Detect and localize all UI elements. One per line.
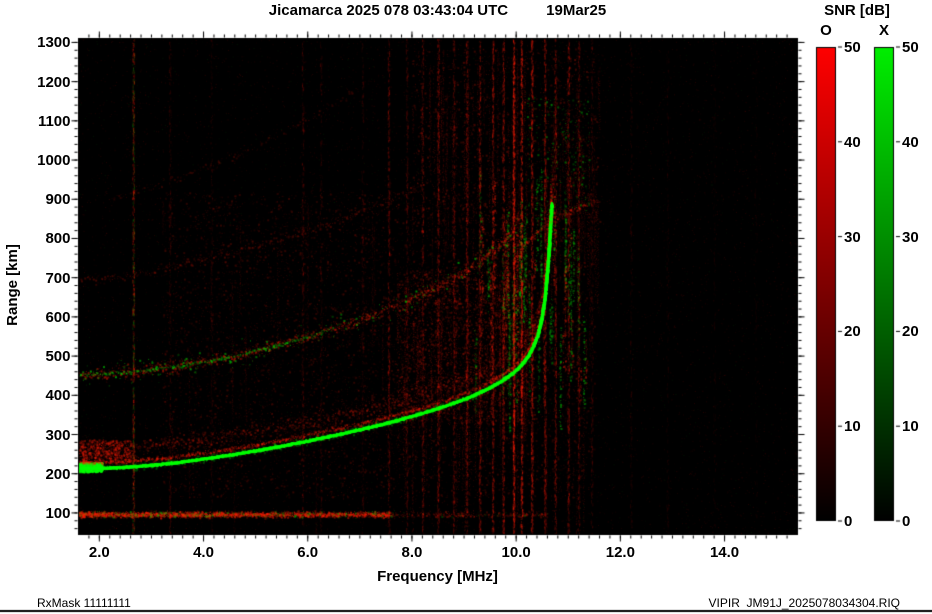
x-tick-label: 12.0 (605, 543, 635, 561)
colorbar-tick-label: 10 (902, 418, 919, 436)
y-tick-label: 300 (45, 426, 71, 444)
chart-title-text: Jicamarca 2025 078 03:43:04 UTC (268, 2, 509, 19)
colorbar-tick-label: 30 (902, 228, 919, 246)
rxmask-text: RxMask 11111111 (37, 596, 131, 610)
chart-title: Jicamarca 2025 078 03:43:04 UTC 19Mar25 (78, 2, 797, 19)
data-file-name-text: VIPIR JM91J_2025078034304.RIQ (708, 596, 900, 610)
colorbar-tick-label: 20 (844, 323, 861, 341)
x-tick-label: 2.0 (88, 543, 110, 561)
colorbar-tick-label: 50 (844, 39, 861, 56)
colorbar-tick-label: 40 (844, 133, 861, 151)
colorbar-tick-label: 50 (902, 39, 919, 56)
x-tick-label: 6.0 (297, 543, 319, 561)
colorbar-tick-label: 0 (844, 513, 853, 530)
colorbar-tick-label: 0 (902, 513, 911, 530)
y-tick-label: 1100 (37, 112, 71, 130)
y-tick-label: 200 (45, 465, 71, 483)
x-tick-label: 4.0 (193, 543, 214, 561)
y-tick-label: 400 (45, 387, 71, 405)
colorbar-title: SNR [dB] (824, 2, 890, 19)
y-tick-label: 900 (45, 191, 71, 209)
colorbar-tick-label: 30 (844, 228, 861, 246)
y-tick-label: 600 (45, 308, 71, 326)
y-tick-label: 100 (45, 504, 71, 522)
colorbar-tick-label: 40 (902, 133, 919, 151)
x-axis-title: Frequency [MHz] (377, 568, 498, 585)
colorbar-tick-label: 20 (902, 323, 919, 341)
y-tick-label: 1200 (37, 73, 71, 91)
colorbar-o-mode-label: O (820, 22, 832, 39)
x-tick-label: 8.0 (401, 543, 423, 561)
y-axis-title: Range [km] (4, 244, 21, 326)
x-tick-label: 14.0 (709, 543, 740, 561)
y-tick-label: 1000 (37, 152, 71, 170)
y-tick-label: 800 (45, 230, 71, 248)
colorbar-tick-label: 10 (844, 418, 861, 436)
y-tick-label: 500 (45, 348, 71, 366)
colorbar-x-mode-label: X (878, 22, 889, 39)
y-tick-label: 1300 (37, 34, 71, 52)
x-tick-label: 10.0 (501, 543, 531, 561)
chart-date-label: 19Mar25 (546, 2, 607, 19)
y-tick-label: 700 (45, 269, 71, 287)
